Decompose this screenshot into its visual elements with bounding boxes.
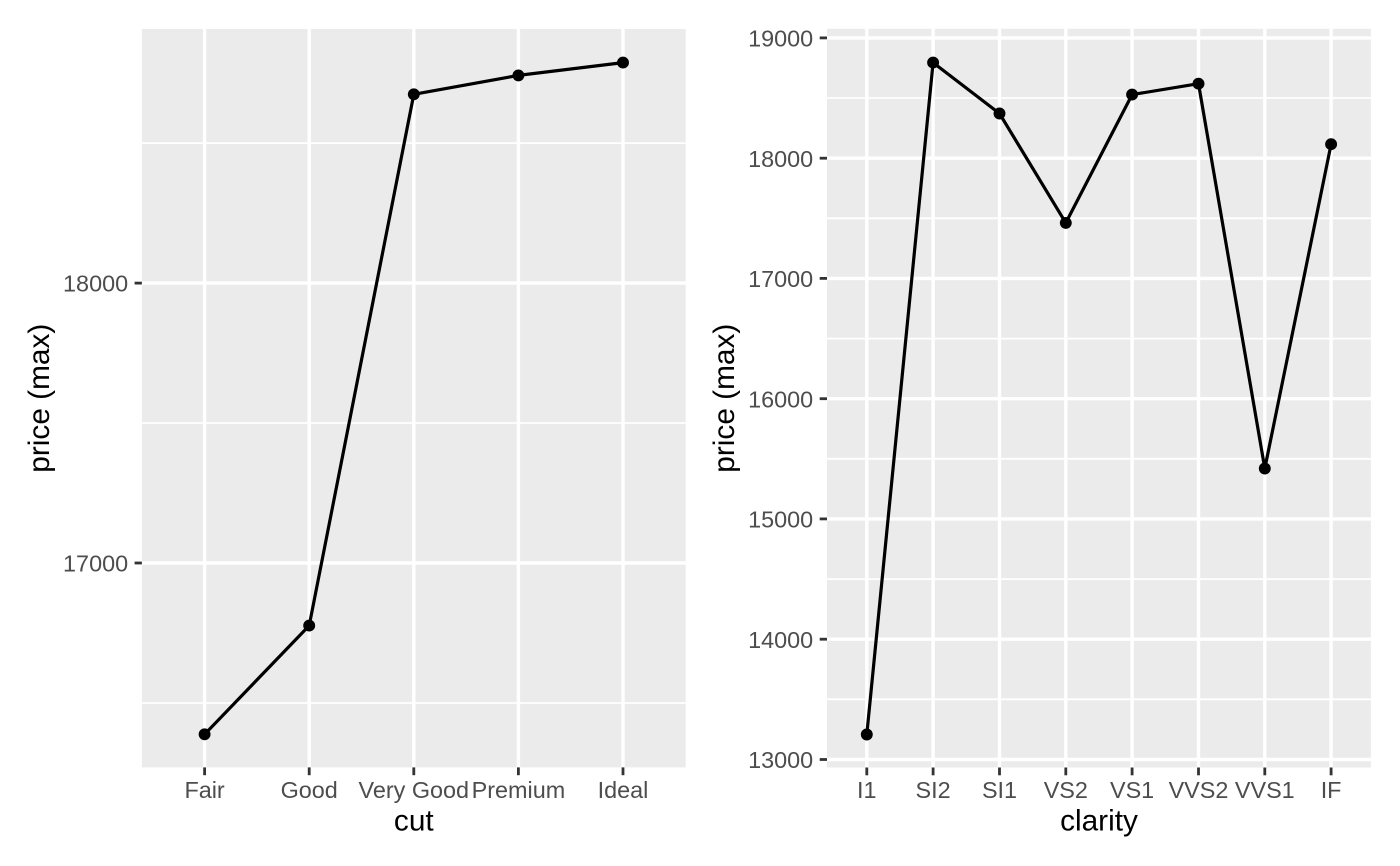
svg-text:17000: 17000: [63, 551, 128, 577]
svg-text:VVS1: VVS1: [1235, 777, 1295, 803]
svg-text:price (max): price (max): [708, 324, 741, 473]
svg-text:15000: 15000: [748, 507, 813, 533]
svg-text:VS2: VS2: [1044, 777, 1088, 803]
svg-text:price (max): price (max): [23, 324, 56, 473]
svg-text:VS1: VS1: [1110, 777, 1154, 803]
svg-text:cut: cut: [394, 805, 434, 838]
svg-text:19000: 19000: [748, 26, 813, 52]
svg-text:IF: IF: [1321, 777, 1342, 803]
svg-text:Ideal: Ideal: [598, 777, 649, 803]
svg-text:17000: 17000: [748, 266, 813, 292]
svg-text:Premium: Premium: [472, 777, 566, 803]
svg-text:Fair: Fair: [184, 777, 224, 803]
svg-text:14000: 14000: [748, 627, 813, 653]
svg-text:I1: I1: [857, 777, 877, 803]
svg-text:18000: 18000: [748, 146, 813, 172]
svg-text:Good: Good: [281, 777, 338, 803]
svg-text:SI1: SI1: [982, 777, 1017, 803]
svg-text:SI2: SI2: [916, 777, 951, 803]
svg-text:18000: 18000: [63, 271, 128, 297]
svg-text:VVS2: VVS2: [1169, 777, 1229, 803]
svg-text:clarity: clarity: [1060, 805, 1138, 838]
svg-text:13000: 13000: [748, 747, 813, 773]
svg-text:16000: 16000: [748, 386, 813, 412]
svg-text:Very Good: Very Good: [359, 777, 470, 803]
